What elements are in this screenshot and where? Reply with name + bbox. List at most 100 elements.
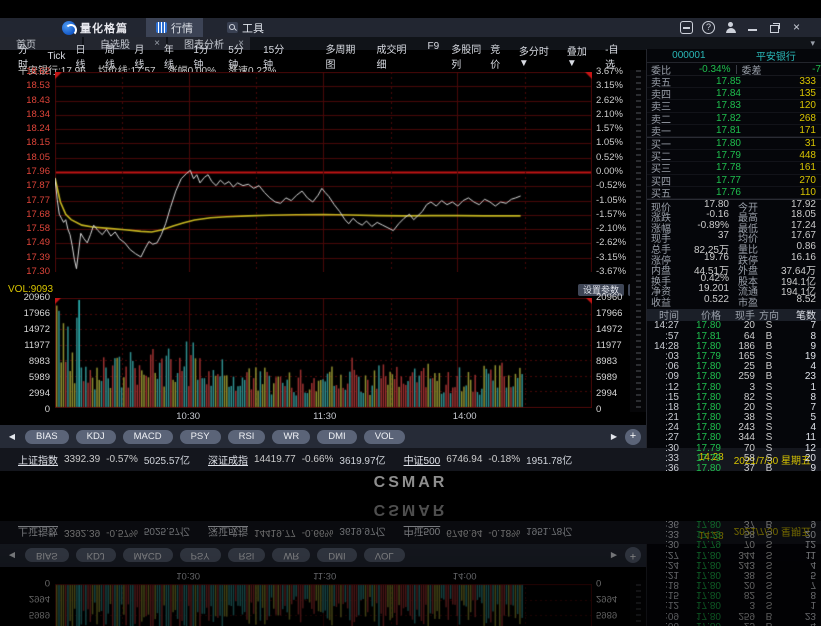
tick-row[interactable]: :27 17.80 344 S 11 (647, 432, 821, 443)
index-name[interactable]: 深证成指 (208, 456, 248, 467)
indicator-tab[interactable]: VOL (363, 429, 405, 444)
bid-row[interactable]: 买五 17.76 110 (647, 187, 821, 200)
tick-row[interactable]: :21 17.80 38 S 5 (647, 412, 821, 423)
tick-row[interactable]: :12 17.80 3 S 1 (647, 382, 821, 393)
chart-mode-button[interactable]: 多分时▼ (518, 47, 549, 69)
snapshot-value: 0.86 (796, 241, 816, 253)
tick-direction: B (765, 330, 773, 342)
price-tick-label: 18.15 (26, 137, 50, 149)
snapshot-grid: 现价 17.80 今开 17.92 涨跌 -0.16 最高 (647, 199, 821, 309)
tab-overflow-chevron[interactable]: ▾ (810, 38, 815, 48)
tick-volume: 20 (743, 579, 755, 591)
close-icon[interactable]: × (792, 20, 800, 34)
tick-row[interactable]: :36 17.80 37 B 9 (647, 463, 821, 474)
ask-row[interactable]: 卖四 17.84 135 (647, 88, 821, 101)
period-button[interactable]: 日线 (75, 45, 86, 71)
status-bar: 上证指数 3392.39 -0.57% 5025.57亿 深证成指 14419.… (0, 521, 821, 544)
info-segment: 平安银行:17.96 (18, 66, 86, 77)
tray-icon[interactable] (680, 21, 693, 34)
price-tick-label: 17.49 (26, 237, 50, 249)
tick-row[interactable]: :57 17.81 64 B 8 (647, 330, 821, 342)
tick-volume: 25 (743, 619, 755, 626)
period-button[interactable]: 周线 (104, 45, 115, 71)
tick-row[interactable]: :03 17.79 165 S 19 (647, 351, 821, 362)
tick-row[interactable]: :15 17.80 82 S 8 (647, 392, 821, 403)
indicator-tab[interactable]: KDJ (75, 429, 116, 444)
tick-time: :09 (665, 371, 679, 383)
index-name[interactable]: 中证500 (403, 456, 441, 467)
snapshot-value: 19.76 (703, 251, 729, 263)
indicator-tab[interactable]: BIAS (25, 429, 69, 444)
index-quote[interactable]: 上证指数 3392.39 -0.57% 5025.57亿 (18, 452, 190, 467)
indicator-tab[interactable]: MACD (122, 429, 173, 444)
index-quote[interactable]: 中证500 6746.94 -0.18% 1951.78亿 (404, 452, 573, 467)
ask-row[interactable]: 卖二 17.82 268 (647, 113, 821, 126)
indicator-tab[interactable]: DMI (317, 429, 357, 444)
add-indicator-button[interactable]: + (625, 428, 641, 445)
period-button[interactable]: 15分钟 (263, 45, 285, 71)
intraday-price-chart[interactable] (55, 72, 592, 272)
tick-row[interactable]: :30 17.79 70 S 12 (647, 442, 821, 454)
chart-mode-button[interactable]: 竞价 (490, 45, 501, 71)
document-tab[interactable]: 首页 (0, 37, 82, 51)
scroll-left-icon[interactable]: ◀ (8, 431, 16, 441)
quote-panel-header[interactable]: 000001 平安银行 (647, 49, 821, 63)
tick-row[interactable]: :24 17.80 243 S 4 (647, 422, 821, 433)
period-button[interactable]: 年线 (163, 45, 174, 71)
price-tick-label: 18.34 (26, 108, 50, 120)
tick-row[interactable]: :09 17.80 259 B 23 (647, 371, 821, 383)
bid-volume: 31 (804, 138, 816, 150)
user-icon[interactable] (724, 21, 737, 34)
time-tick-label: 14:00 (452, 411, 477, 422)
indicator-tab[interactable]: PSY (179, 429, 221, 444)
settings-params-button[interactable]: 设置参数 (577, 284, 624, 296)
view-button[interactable]: 多周期图 (325, 45, 356, 71)
chart-mode-button[interactable]: 叠加▼ (566, 47, 587, 69)
tick-volume: 58 (743, 452, 755, 464)
indicator-tab[interactable]: RSI (227, 429, 266, 444)
tick-row[interactable]: 14:27 17.80 20 S 7 (647, 320, 821, 332)
indicator-tab: WR (272, 548, 311, 563)
tick-row[interactable]: :33 17.79 58 S 20 (647, 452, 821, 464)
period-button[interactable]: 5分钟 (228, 45, 244, 71)
tick-direction: S (765, 548, 773, 560)
bid-row[interactable]: 买二 17.79 448 (647, 150, 821, 163)
tick-price: 17.80 (695, 619, 721, 626)
minimize-icon[interactable] (746, 21, 759, 34)
indicator-tab[interactable]: WR (272, 429, 311, 444)
scroll-right-icon[interactable]: ▶ (610, 431, 618, 441)
period-button[interactable]: 分时 (18, 45, 28, 71)
period-button[interactable]: Tick (47, 50, 66, 62)
index-name[interactable]: 上证指数 (18, 456, 58, 467)
document-tab[interactable]: 图表分析 × (168, 37, 250, 51)
ask-row[interactable]: 卖五 17.85 333 (647, 76, 821, 89)
tick-time: :21 (665, 568, 679, 580)
ask-row[interactable]: 卖三 17.83 120 (647, 100, 821, 113)
tick-row[interactable]: :06 17.80 25 B 4 (647, 361, 821, 372)
tick-price: 17.79 (695, 442, 721, 454)
tick-direction: S (765, 320, 773, 332)
bid-row[interactable]: 买一 17.80 31 (647, 138, 821, 151)
help-icon[interactable]: ? (702, 21, 715, 34)
tick-row[interactable]: 14:28 17.80 186 B 9 (647, 341, 821, 352)
tab-close-icon[interactable]: × (238, 38, 244, 49)
volume-chart[interactable] (55, 298, 592, 408)
period-button[interactable]: 1分钟 (193, 45, 209, 71)
tick-direction: S (765, 579, 773, 591)
bid-row[interactable]: 买四 17.77 270 (647, 175, 821, 188)
ask-row[interactable]: 卖一 17.81 171 (647, 125, 821, 138)
restore-icon[interactable] (768, 21, 781, 34)
menu-market[interactable]: 行情 (146, 18, 203, 37)
view-button[interactable]: F9 (427, 41, 440, 52)
tick-row[interactable]: :18 17.80 20 S 7 (647, 402, 821, 413)
bid-row[interactable]: 买三 17.78 161 (647, 162, 821, 175)
index-quote[interactable]: 深证成指 14419.77 -0.66% 3619.97亿 (208, 452, 386, 467)
document-tab[interactable]: 自选股 × (84, 37, 166, 51)
volume-tick-label: 5989 (28, 609, 50, 620)
view-button[interactable]: 成交明细 (376, 45, 407, 71)
chart-mode-button[interactable]: -自选 (605, 45, 619, 71)
tab-close-icon[interactable]: × (154, 38, 160, 49)
view-button[interactable]: 多股同列 (451, 45, 482, 71)
menu-tools[interactable]: 工具 (217, 18, 274, 37)
period-button[interactable]: 月线 (134, 45, 145, 71)
